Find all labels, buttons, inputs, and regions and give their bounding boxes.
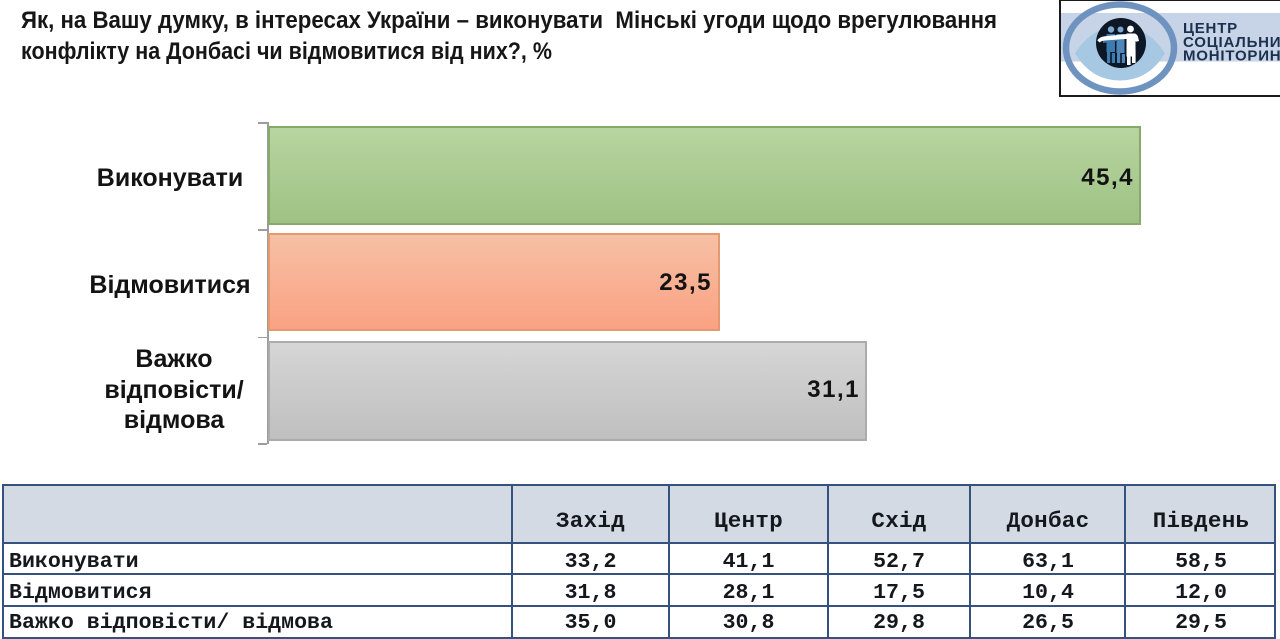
svg-text:СОЦІАЛЬНИХ: СОЦІАЛЬНИХ bbox=[1183, 34, 1280, 51]
svg-text:МОНІТОРИНГУ: МОНІТОРИНГУ bbox=[1183, 48, 1280, 65]
svg-text:ЦЕНТР: ЦЕНТР bbox=[1183, 20, 1238, 37]
